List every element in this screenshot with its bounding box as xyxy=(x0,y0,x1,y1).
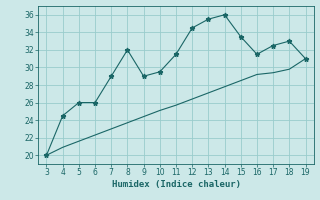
X-axis label: Humidex (Indice chaleur): Humidex (Indice chaleur) xyxy=(111,180,241,189)
